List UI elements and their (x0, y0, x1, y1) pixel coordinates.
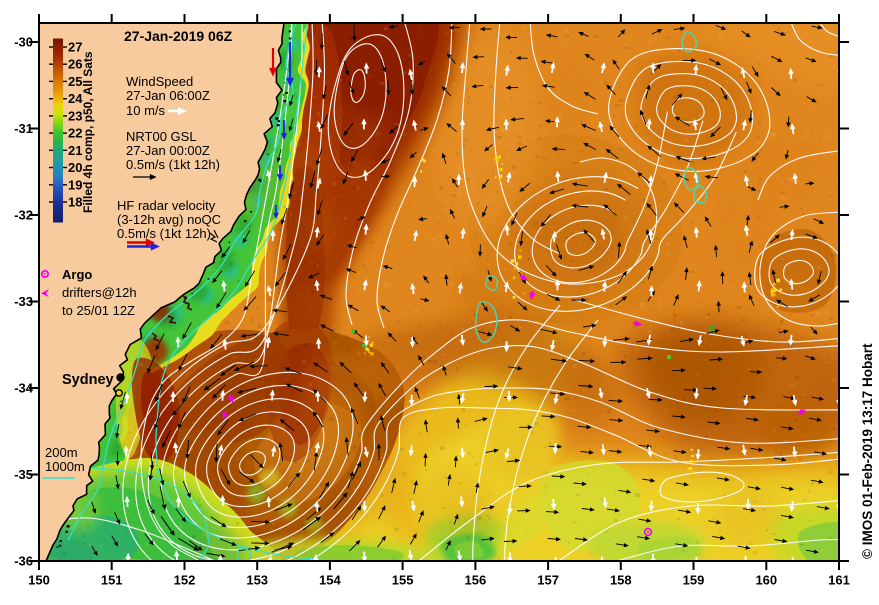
svg-text:23: 23 (68, 108, 82, 123)
svg-text:© IMOS 01-Feb-2019 13:17 Hobar: © IMOS 01-Feb-2019 13:17 Hobart (860, 343, 875, 559)
svg-text:159: 159 (683, 573, 705, 588)
svg-text:151: 151 (101, 573, 123, 588)
svg-text:160: 160 (755, 573, 777, 588)
svg-text:155: 155 (392, 573, 414, 588)
svg-text:HF radar velocity: HF radar velocity (117, 198, 216, 213)
svg-text:150: 150 (28, 573, 50, 588)
svg-text:25: 25 (68, 74, 82, 89)
svg-text:-31: -31 (14, 121, 33, 136)
svg-text:-30: -30 (14, 35, 33, 50)
svg-text:1000m: 1000m (45, 459, 85, 474)
svg-text:18: 18 (68, 195, 82, 210)
svg-text:156: 156 (465, 573, 487, 588)
svg-text:Filled 4h comp, p50, All Sats: Filled 4h comp, p50, All Sats (81, 51, 95, 213)
svg-text:-34: -34 (14, 381, 34, 396)
svg-text:27-Jan 06:00Z: 27-Jan 06:00Z (126, 88, 210, 103)
svg-text:WindSpeed: WindSpeed (126, 74, 193, 89)
svg-text:27: 27 (68, 40, 82, 55)
svg-text:24: 24 (68, 91, 83, 106)
svg-text:-35: -35 (14, 467, 33, 482)
svg-text:drifters@12h: drifters@12h (62, 285, 137, 300)
svg-text:(3-12h avg) noQC: (3-12h avg) noQC (117, 212, 221, 227)
svg-text:NRT00 GSL: NRT00 GSL (126, 129, 197, 144)
svg-text:27-Jan 00:00Z: 27-Jan 00:00Z (126, 143, 210, 158)
svg-text:21: 21 (68, 143, 82, 158)
svg-text:19: 19 (68, 177, 82, 192)
svg-text:26: 26 (68, 57, 82, 72)
svg-text:Sydney: Sydney (62, 372, 114, 388)
svg-text:22: 22 (68, 126, 82, 141)
svg-text:-33: -33 (14, 294, 33, 309)
svg-text:158: 158 (610, 573, 632, 588)
svg-text:161: 161 (828, 573, 850, 588)
svg-text:Argo: Argo (62, 267, 92, 282)
svg-text:-32: -32 (14, 208, 33, 223)
svg-text:10 m/s: 10 m/s (126, 103, 166, 118)
svg-text:154: 154 (319, 573, 341, 588)
svg-text:to 25/01 12Z: to 25/01 12Z (62, 303, 135, 318)
svg-text:27-Jan-2019 06Z: 27-Jan-2019 06Z (124, 28, 233, 44)
svg-text:20: 20 (68, 160, 82, 175)
svg-text:0.5m/s (1kt 12h): 0.5m/s (1kt 12h) (126, 157, 220, 172)
svg-text:-36: -36 (14, 554, 33, 569)
svg-text:152: 152 (174, 573, 196, 588)
svg-text:157: 157 (537, 573, 559, 588)
svg-text:0.5m/s (1kt 12h): 0.5m/s (1kt 12h) (117, 226, 211, 241)
svg-text:200m: 200m (45, 445, 78, 460)
svg-text:153: 153 (246, 573, 268, 588)
